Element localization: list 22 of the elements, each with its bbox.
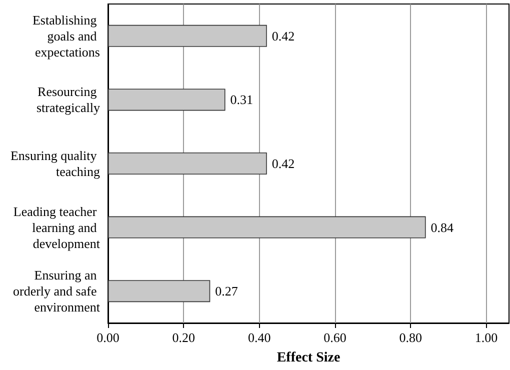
- data-label: 0.42: [272, 156, 295, 171]
- x-axis-title: Effect Size: [276, 350, 340, 366]
- bar: [108, 152, 267, 174]
- y-tick-label: Establishing goals and expectations: [32, 12, 100, 60]
- y-tick-label: Ensuring quality teaching: [10, 148, 100, 179]
- y-tick-label: Leading teacher learning and development: [13, 204, 100, 251]
- bar: [108, 88, 226, 111]
- x-tick-label: 1.00: [474, 330, 498, 345]
- x-tick-label: 0.60: [324, 330, 346, 345]
- x-tick-label: 0.00: [96, 330, 120, 345]
- x-tick-label: 0.40: [248, 330, 271, 345]
- bar: [108, 24, 267, 47]
- x-tick-label: 0.80: [399, 330, 422, 345]
- y-tick-label: Ensuring an orderly and safe environment: [13, 268, 100, 315]
- bar: [108, 280, 210, 302]
- y-tick-label: Resourcing strategically: [36, 84, 100, 116]
- data-label: 0.42: [272, 28, 295, 44]
- x-tick-label: 0.20: [172, 330, 196, 345]
- data-label: 0.27: [215, 284, 238, 299]
- data-label: 0.84: [430, 220, 454, 235]
- bar: [108, 216, 426, 238]
- data-label: 0.31: [230, 92, 254, 108]
